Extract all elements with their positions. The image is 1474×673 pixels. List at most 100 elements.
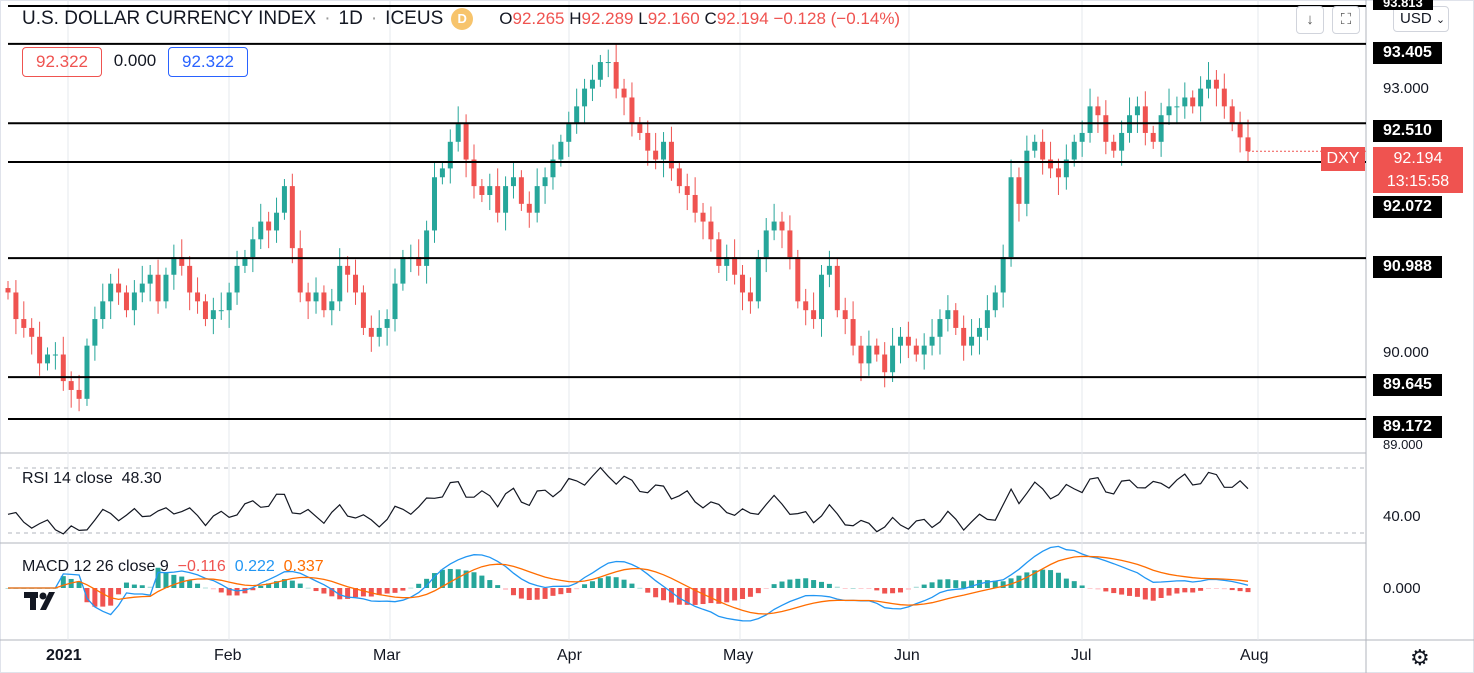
fullscreen-icon[interactable]: ⛶ [1332,6,1360,34]
candle [234,265,240,293]
candle [668,141,674,169]
macd-histogram-bar [1245,588,1251,593]
candle [1055,168,1061,178]
macd-legend[interactable]: MACD 12 26 close 9 −0.116 0.222 0.337 [22,558,324,575]
macd-histogram-bar [1190,588,1196,593]
macd-histogram-bar [455,569,461,588]
price-tick: 89.000 [1383,437,1423,452]
x-label: Mar [373,647,401,664]
candle [826,265,832,275]
candle [258,221,264,240]
macd-histogram-bar [929,582,935,588]
candle [1245,137,1251,152]
candle [479,186,485,195]
candle [613,62,619,89]
buy-price-box[interactable]: 92.322 [168,47,248,77]
macd-histogram-bar [826,583,832,588]
candle [360,292,366,328]
macd-histogram-bar [1111,588,1117,594]
macd-histogram-bar [471,572,477,588]
candle [1016,177,1022,204]
candle [76,389,82,399]
macd-histogram-bar [819,581,825,588]
macd-histogram-bar [400,588,406,591]
candle [68,381,74,390]
candle [1134,106,1140,116]
sell-price-box[interactable]: 92.322 [22,47,102,77]
candle [321,292,327,311]
interval-label[interactable]: 1D [338,8,363,29]
candle [684,186,690,195]
macd-histogram-bar [431,573,437,588]
settings-gear-icon[interactable]: ⚙ [1410,645,1430,670]
candle [566,124,572,142]
macd-histogram-bar [210,588,216,590]
macd-histogram-bar [850,587,856,589]
symbol-title[interactable]: U.S. DOLLAR CURRENCY INDEX [22,8,317,29]
candle [503,186,509,213]
macd-histogram-bar [755,588,761,594]
candle [1229,106,1235,125]
macd-histogram-bar [1079,585,1085,588]
macd-histogram-bar [645,588,651,593]
macd-histogram-bar [76,581,82,588]
macd-histogram-bar [716,588,722,604]
macd-hist-value: −0.116 [177,558,226,575]
download-arrow-icon[interactable]: ↓ [1296,6,1324,34]
macd-histogram-bar [1198,588,1204,591]
macd-histogram-bar [187,580,193,588]
macd-histogram-bar [1221,588,1227,590]
macd-histogram-bar [834,586,840,588]
level-label: 89.645 [1373,374,1442,396]
macd-histogram-bar [384,588,390,594]
candle [1063,159,1069,178]
candle [274,212,280,231]
macd-histogram-bar [360,588,366,597]
macd-histogram-bar [1229,588,1235,591]
candle [1032,141,1038,151]
macd-signal-line [8,555,1249,615]
candle [629,97,635,125]
level-label: 93.405 [1373,42,1442,64]
macd-histogram-bar [787,579,793,588]
candle [171,257,177,275]
candle [984,310,990,328]
macd-histogram-bar [139,585,145,588]
candle [542,177,548,187]
candle [589,79,595,89]
candle [708,221,714,240]
delayed-data-badge[interactable]: D [451,8,474,30]
candle [495,186,501,213]
macd-histogram-bar [842,588,848,589]
chevron-down-icon: ⌄ [1435,14,1446,26]
candle [605,62,611,64]
macd-histogram-bar [250,588,256,591]
candle [834,265,840,311]
macd-histogram-bar [740,588,746,599]
macd-histogram-bar [1142,588,1148,600]
candle [5,288,11,293]
candle [44,354,50,364]
macd-histogram-bar [439,569,445,588]
candle [179,257,185,266]
rsi-legend[interactable]: RSI 14 close 48.30 [22,470,162,487]
candle [1048,159,1054,169]
symbol-tag: DXY [1321,147,1365,171]
candle [226,292,232,311]
candle [874,345,880,355]
candle [1166,106,1172,116]
candle [116,283,122,293]
candle [1000,257,1006,293]
candle [139,283,145,293]
candle [755,257,761,302]
macd-histogram-bar [668,588,674,603]
candle [882,354,888,373]
tradingview-logo-icon[interactable] [22,588,60,614]
macd-histogram-bar [921,584,927,588]
candle [52,354,58,356]
candle [732,257,738,275]
candle [740,274,746,293]
candle [313,292,319,302]
candle [819,274,825,320]
